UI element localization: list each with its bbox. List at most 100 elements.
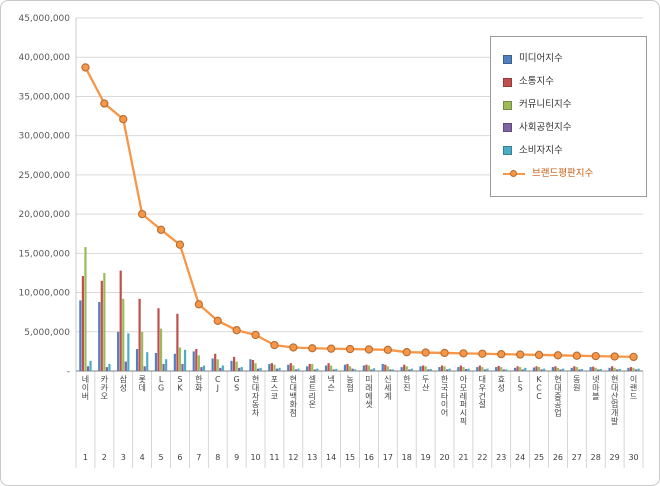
line-marker	[251, 330, 260, 340]
bar-사회공헌지수	[540, 369, 543, 371]
bar-소비자지수	[165, 359, 168, 371]
bar-커뮤니티지수	[216, 359, 219, 371]
legend-item-미디어지수: 미디어지수	[503, 54, 634, 64]
bar-사회공헌지수	[143, 366, 146, 371]
bar-소통지수	[214, 353, 217, 371]
bar-미디어지수	[230, 360, 233, 371]
legend-swatch-icon	[503, 123, 512, 133]
x-rank-label: 10	[250, 453, 260, 462]
line-marker	[289, 343, 298, 352]
bar-사회공헌지수	[238, 367, 241, 371]
bar-커뮤니티지수	[405, 366, 408, 371]
bar-소비자지수	[372, 368, 376, 371]
bar-커뮤니티지수	[481, 367, 484, 371]
legend-item-브랜드평판지수: 브랜드평판지수	[503, 169, 634, 179]
bar-미디어지수	[400, 367, 403, 371]
legend-label: 미디어지수	[519, 53, 563, 65]
x-rank-label: 6	[177, 453, 182, 462]
bar-커뮤니티지수	[594, 367, 597, 371]
bar-소통지수	[327, 363, 330, 371]
legend-label: 소비자지수	[519, 145, 563, 157]
bar-미디어지수	[551, 367, 554, 371]
bar-소비자지수	[637, 368, 640, 371]
bar-사회공헌지수	[219, 367, 222, 371]
bar-미디어지수	[438, 367, 441, 371]
bar-사회공헌지수	[370, 369, 373, 371]
bar-사회공헌지수	[86, 366, 90, 371]
y-tick-label: 30,000,000	[18, 132, 70, 142]
bar-커뮤니티지수	[273, 364, 276, 371]
bar-소통지수	[535, 366, 538, 371]
legend-swatch-icon	[503, 54, 512, 64]
bar-소통지수	[81, 276, 84, 371]
bar-커뮤니티지수	[84, 247, 87, 371]
legend-item-사회공헌지수: 사회공헌지수	[503, 123, 634, 133]
bar-소비자지수	[146, 352, 149, 371]
bar-미디어지수	[608, 367, 611, 371]
x-rank-label: 16	[364, 453, 374, 462]
line-marker	[478, 349, 487, 358]
legend-dot-icon	[510, 170, 517, 178]
bar-소비자지수	[278, 367, 281, 371]
line-marker	[591, 351, 600, 361]
bar-미디어지수	[268, 363, 271, 371]
bar-미디어지수	[79, 300, 82, 371]
bar-사회공헌지수	[257, 368, 260, 371]
bar-소통지수	[365, 364, 368, 371]
line-marker	[421, 348, 430, 357]
bar-미디어지수	[211, 358, 214, 371]
line-marker	[459, 349, 468, 358]
bar-소통지수	[289, 363, 292, 371]
x-rank-label: 5	[159, 453, 164, 462]
bar-미디어지수	[192, 351, 195, 371]
x-rank-label: 8	[215, 453, 220, 462]
bar-커뮤니티지수	[197, 355, 200, 371]
bar-소통지수	[573, 366, 576, 371]
bar-사회공헌지수	[427, 369, 430, 371]
bar-미디어지수	[495, 367, 498, 371]
line-marker	[81, 63, 90, 72]
bar-커뮤니티지수	[254, 363, 257, 371]
bar-사회공헌지수	[635, 369, 638, 371]
legend-label: 커뮤니티지수	[519, 99, 572, 111]
bar-커뮤니티지수	[443, 366, 446, 371]
bar-미디어지수	[173, 353, 176, 371]
line-marker	[553, 351, 563, 360]
bar-미디어지수	[513, 367, 517, 371]
x-rank-label: 29	[610, 453, 620, 462]
bar-소비자지수	[448, 368, 451, 371]
x-rank-label: 25	[534, 453, 544, 462]
bar-소통지수	[384, 364, 387, 371]
bar-커뮤니티지수	[537, 367, 541, 371]
bar-커뮤니티지수	[386, 366, 389, 371]
bar-소통지수	[422, 365, 425, 371]
bar-커뮤니티지수	[424, 366, 427, 371]
x-rank-label: 22	[477, 453, 487, 462]
bar-사회공헌지수	[389, 369, 392, 371]
line-marker	[440, 348, 449, 358]
bar-사회공헌지수	[578, 369, 581, 371]
bar-소비자지수	[221, 365, 224, 371]
bar-소비자지수	[486, 368, 489, 371]
bar-미디어지수	[324, 365, 328, 371]
bar-소비자지수	[89, 360, 92, 371]
legend-label: 소통지수	[519, 76, 554, 88]
bar-사회공헌지수	[483, 369, 486, 371]
legend-swatch-icon	[503, 146, 512, 156]
bar-커뮤니티지수	[159, 328, 163, 371]
x-rank-label: 21	[458, 453, 468, 462]
bar-소비자지수	[354, 369, 357, 371]
line-marker	[308, 344, 317, 353]
bar-사회공헌지수	[332, 369, 335, 371]
bar-소비자지수	[202, 365, 206, 371]
